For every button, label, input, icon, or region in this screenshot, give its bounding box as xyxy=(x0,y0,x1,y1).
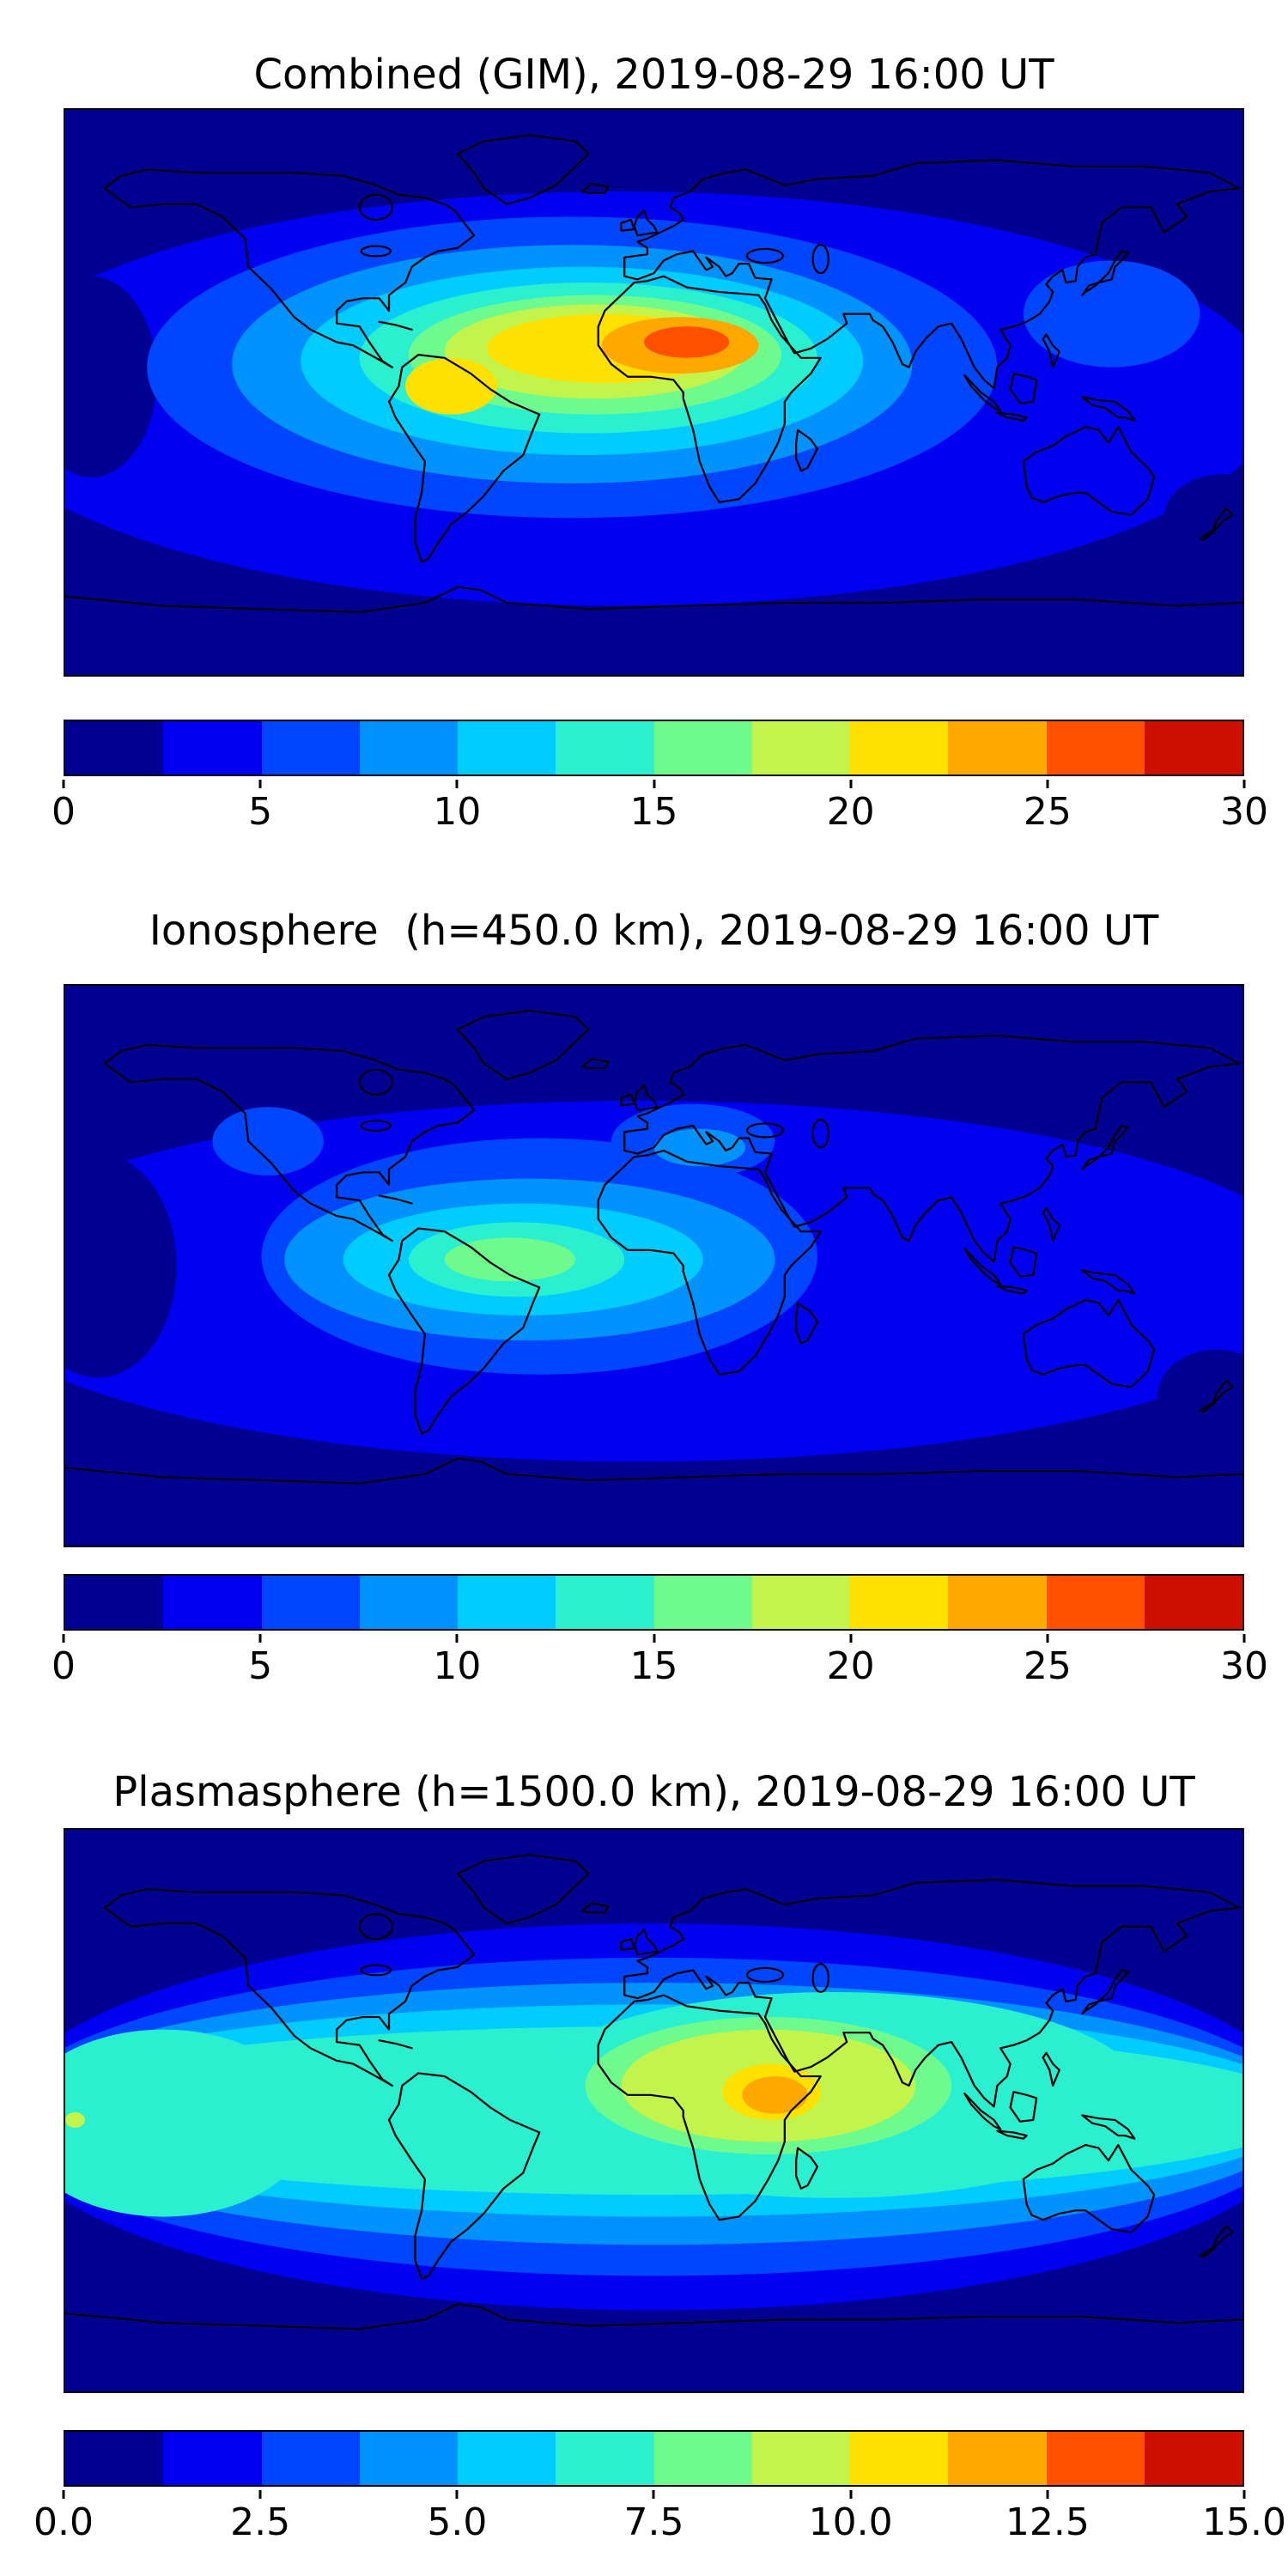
colorbar-band xyxy=(359,2432,458,2485)
colorbar-band xyxy=(359,1576,458,1629)
colorbar-bands xyxy=(65,2432,1242,2485)
colorbar-bands xyxy=(65,721,1242,775)
contour-band xyxy=(444,1237,576,1282)
colorbar-tick-labels: 0.0 2.5 5.0 7.5 10.0 12.5 15.0 xyxy=(33,2490,1286,2550)
contour-band xyxy=(65,2111,85,2129)
colorbar-tick-label: 20 xyxy=(827,780,875,833)
world-map-combined xyxy=(64,108,1244,677)
colorbar-tick-label: 15 xyxy=(630,1634,678,1687)
contour-band xyxy=(212,1107,324,1176)
colorbar-tick-label: 30 xyxy=(1220,1634,1268,1687)
colorbar xyxy=(64,1574,1244,1631)
colorbar-band xyxy=(261,721,360,775)
panel-title: Ionosphere (h=450.0 km), 2019-08-29 16:0… xyxy=(149,907,1159,955)
world-map-plasmasphere xyxy=(64,1828,1244,2393)
colorbar-band xyxy=(1144,2432,1242,2485)
colorbar-band xyxy=(65,2432,164,2485)
colorbar-tick-label: 0 xyxy=(52,780,76,833)
colorbar-band xyxy=(261,2432,360,2485)
colorbar-tick-label: 5.0 xyxy=(427,2490,487,2543)
contour-band xyxy=(1023,260,1200,368)
colorbar-band xyxy=(556,721,654,775)
colorbar-band xyxy=(65,721,164,775)
contour-band xyxy=(65,2029,311,2217)
colorbar-tick-label: 10 xyxy=(433,1634,481,1687)
colorbar-tick-label: 7.5 xyxy=(624,2490,684,2543)
colorbar-band xyxy=(751,721,850,775)
contour-band xyxy=(405,357,497,415)
colorbar-tick-label: 10 xyxy=(433,780,481,833)
colorbar-band xyxy=(556,2432,654,2485)
contour-map-svg xyxy=(65,986,1242,1546)
colorbar-band xyxy=(163,2432,262,2485)
colorbar-band xyxy=(163,1576,262,1629)
colorbar-band xyxy=(458,2432,556,2485)
colorbar-tick-label: 5 xyxy=(248,780,272,833)
colorbar-tick-label: 20 xyxy=(827,1634,875,1687)
contour-map-svg xyxy=(65,110,1242,675)
contour-bands xyxy=(65,986,1242,1546)
colorbar-tick-label: 25 xyxy=(1024,780,1072,833)
colorbar-band xyxy=(850,1576,949,1629)
colorbar-band xyxy=(751,2432,850,2485)
colorbar-band xyxy=(751,1576,850,1629)
colorbar-tick-label: 0 xyxy=(52,1634,76,1687)
colorbar-band xyxy=(458,1576,556,1629)
contour-map-svg xyxy=(65,1830,1242,2391)
panel-title: Combined (GIM), 2019-08-29 16:00 UT xyxy=(253,51,1054,99)
colorbar-band xyxy=(948,721,1047,775)
colorbar-tick-labels: 0 5 10 15 20 25 30 xyxy=(52,1634,1268,1694)
contour-band xyxy=(644,326,730,358)
colorbar-band xyxy=(1046,2432,1145,2485)
colorbar-band xyxy=(359,721,458,775)
panel-title: Plasmasphere (h=1500.0 km), 2019-08-29 1… xyxy=(112,1768,1195,1816)
contour-band xyxy=(65,276,157,477)
contour-band xyxy=(1157,1349,1242,1443)
colorbar-band xyxy=(948,2432,1047,2485)
colorbar xyxy=(64,720,1244,776)
colorbar-tick-label: 15 xyxy=(630,780,678,833)
colorbar-bands xyxy=(65,1576,1242,1629)
colorbar-tick-labels: 0 5 10 15 20 25 30 xyxy=(52,780,1268,840)
colorbar-band xyxy=(1046,1576,1145,1629)
contour-band xyxy=(1163,474,1242,562)
colorbar-tick-label: 10.0 xyxy=(809,2490,893,2543)
colorbar-band xyxy=(1144,721,1242,775)
colorbar-tick-label: 12.5 xyxy=(1005,2490,1090,2543)
colorbar-band xyxy=(163,721,262,775)
world-map-ionosphere xyxy=(64,984,1244,1547)
colorbar-tick-label: 5 xyxy=(248,1634,272,1687)
colorbar-band xyxy=(653,721,752,775)
contour-band xyxy=(65,1153,177,1378)
colorbar-tick-label: 15.0 xyxy=(1202,2490,1286,2543)
colorbar-band xyxy=(653,2432,752,2485)
colorbar-band xyxy=(1046,721,1145,775)
colorbar-tick-label: 25 xyxy=(1024,1634,1072,1687)
colorbar-band xyxy=(556,1576,654,1629)
colorbar-band xyxy=(850,2432,949,2485)
colorbar-band xyxy=(948,1576,1047,1629)
colorbar-tick-label: 2.5 xyxy=(230,2490,290,2543)
colorbar-band xyxy=(458,721,556,775)
colorbar-band xyxy=(850,721,949,775)
colorbar-band xyxy=(65,1576,164,1629)
colorbar-band xyxy=(1144,1576,1242,1629)
colorbar-band xyxy=(261,1576,360,1629)
contour-band xyxy=(742,2076,808,2114)
colorbar-tick-label: 30 xyxy=(1220,780,1268,833)
contour-bands xyxy=(65,110,1242,675)
colorbar xyxy=(64,2430,1244,2487)
contour-bands xyxy=(65,1830,1242,2391)
colorbar-band xyxy=(653,1576,752,1629)
colorbar-tick-label: 0.0 xyxy=(33,2490,94,2543)
